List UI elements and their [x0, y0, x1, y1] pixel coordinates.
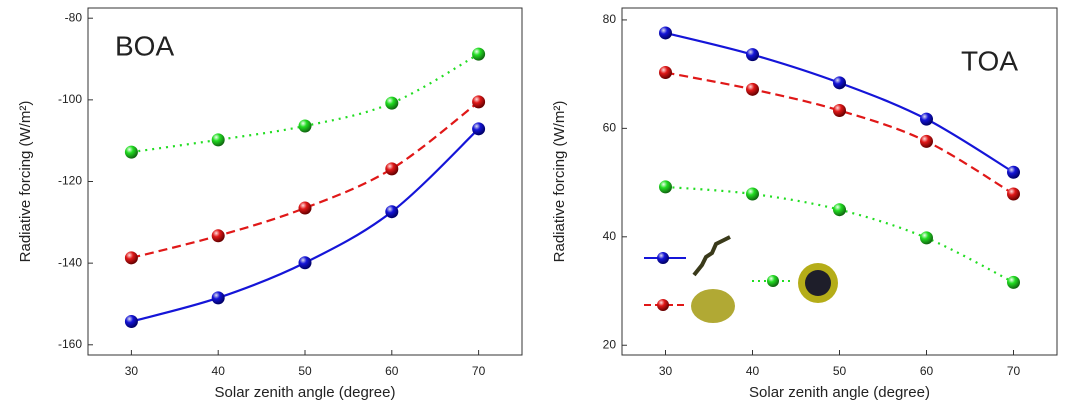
x-axis-label: Solar zenith angle (degree)	[749, 384, 930, 401]
series-line	[665, 71, 1015, 195]
data-point	[746, 82, 759, 96]
series-line	[131, 101, 480, 259]
data-point	[833, 103, 846, 117]
data-point	[746, 48, 759, 62]
data-point	[385, 96, 399, 110]
data-point	[920, 134, 933, 148]
x-tick-label: 70	[1007, 364, 1021, 378]
y-tick-label: -80	[65, 10, 83, 24]
series-line	[665, 185, 1015, 284]
data-point	[211, 133, 225, 147]
annotation: TOA	[961, 45, 1018, 76]
y-tick-label: -100	[58, 92, 82, 106]
data-point	[659, 180, 672, 194]
y-tick-label: -160	[58, 337, 82, 351]
data-point	[746, 187, 759, 201]
y-tick-label: 60	[603, 121, 617, 135]
data-point	[298, 256, 312, 270]
y-tick-label: -120	[58, 174, 82, 188]
series-line	[131, 53, 480, 154]
data-point	[659, 26, 672, 40]
data-point	[298, 201, 312, 215]
data-point	[1007, 275, 1020, 289]
data-point	[124, 145, 138, 159]
data-point	[298, 119, 312, 133]
y-tick-label: -140	[58, 255, 82, 269]
x-tick-label: 40	[212, 364, 226, 378]
y-axis-label: Radiative forcing (W/m²)	[17, 101, 34, 263]
x-tick-label: 40	[746, 364, 760, 378]
data-point	[385, 162, 399, 176]
x-tick-label: 60	[385, 364, 399, 378]
data-point	[385, 205, 399, 219]
y-axis-label: Radiative forcing (W/m²)	[551, 101, 568, 263]
x-tick-label: 60	[920, 364, 934, 378]
data-point	[211, 229, 225, 243]
data-point	[920, 231, 933, 245]
y-tick-label: 20	[603, 337, 617, 351]
x-tick-label: 50	[833, 364, 847, 378]
y-tick-label: 40	[603, 229, 617, 243]
data-point	[1007, 187, 1020, 201]
data-point	[124, 251, 138, 265]
x-tick-label: 30	[125, 364, 139, 378]
series-line	[131, 128, 480, 323]
data-point	[833, 76, 846, 90]
x-tick-label: 30	[659, 364, 673, 378]
data-point	[124, 315, 138, 329]
data-point	[1007, 165, 1020, 179]
annotation: BOA	[115, 30, 174, 61]
data-point	[472, 122, 486, 136]
legend-icons	[644, 235, 838, 323]
data-point	[472, 95, 486, 109]
data-point	[833, 203, 846, 217]
data-point	[211, 291, 225, 305]
data-point	[920, 112, 933, 126]
data-point	[472, 47, 486, 61]
x-tick-label: 50	[298, 364, 312, 378]
x-tick-label: 70	[472, 364, 486, 378]
data-point	[659, 66, 672, 80]
y-tick-label: 80	[603, 12, 617, 26]
x-axis-label: Solar zenith angle (degree)	[215, 384, 396, 401]
